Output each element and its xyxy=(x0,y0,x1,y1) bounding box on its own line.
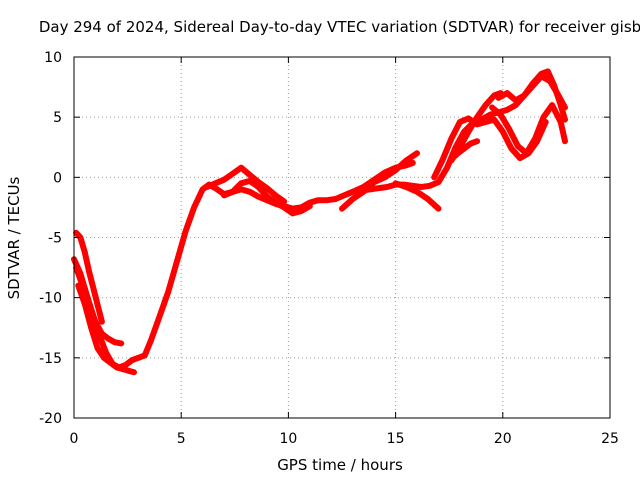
y-tick-label: -10 xyxy=(39,291,62,307)
satellite-track-0-5 xyxy=(221,177,313,217)
axis-tick-labels: 0 5 10 15 20 25 -20 -15 -10 -5 0 5 10 xyxy=(39,50,619,447)
y-tick-label: -5 xyxy=(48,231,62,247)
chart-title: Day 294 of 2024, Sidereal Day-to-day VTE… xyxy=(39,18,640,36)
satellite-track-0-1 xyxy=(73,264,125,347)
x-tick-label: 15 xyxy=(387,431,405,447)
x-tick-label: 10 xyxy=(279,431,297,447)
y-tick-label: 5 xyxy=(53,110,62,126)
axis-ticks xyxy=(73,56,611,419)
y-tick-label: 10 xyxy=(44,50,62,66)
satellite-track-0-11 xyxy=(448,138,481,163)
satellite-track-0-7 xyxy=(349,159,416,195)
x-tick-label: 5 xyxy=(177,431,186,447)
x-tick-label: 20 xyxy=(494,431,512,447)
satellite-track-0-3 xyxy=(73,229,105,325)
y-axis-title: SDTVAR / TECUs xyxy=(5,176,23,299)
satellite-track-0-13 xyxy=(489,102,568,157)
x-axis-title: GPS time / hours xyxy=(277,456,403,474)
y-tick-label: 0 xyxy=(53,170,62,186)
satellite-track-0-2 xyxy=(75,282,137,376)
satellite-track-0-12 xyxy=(495,73,568,111)
y-tick-label: -15 xyxy=(39,351,62,367)
satellite-track-0-8 xyxy=(392,180,442,212)
satellite-track-0-4 xyxy=(203,164,288,205)
x-tick-label: 25 xyxy=(601,431,619,447)
y-tick-label: -20 xyxy=(39,411,62,427)
satellite-track-0-0 xyxy=(71,68,568,371)
data-series xyxy=(71,68,568,376)
satellite-track-0-10 xyxy=(448,90,504,164)
x-tick-label: 0 xyxy=(70,431,79,447)
